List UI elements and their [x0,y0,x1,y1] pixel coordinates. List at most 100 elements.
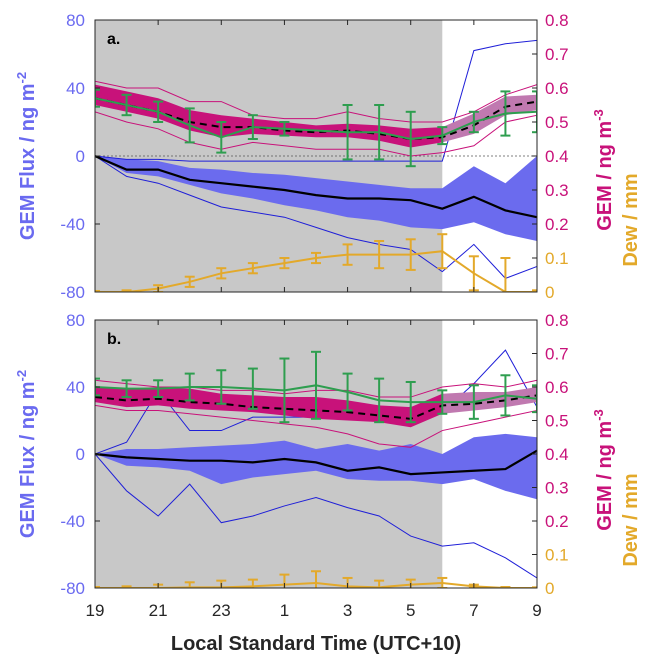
dew-error-bar [216,267,227,280]
right-tick-label: 0.2 [545,512,569,531]
green-error-bar [405,110,416,168]
x-tick-label: 5 [406,601,415,620]
x-tick-label: 7 [469,601,478,620]
left-tick-label: 40 [66,79,85,98]
right-axis-title-gem-text: GEM / ng m [594,121,616,231]
dew-error-bar [121,585,132,588]
dew-error-bar [374,579,385,588]
right-tick-label: 0.3 [545,181,569,200]
flux-max-line [95,39,537,162]
dew-error-bar [184,275,195,288]
left-tick-label: 0 [76,147,85,166]
plot-area [95,320,537,588]
dew-error-bar [374,240,385,270]
x-axis: 19 21 23 1 3 5 7 9 [86,601,542,620]
left-tick-label: 80 [66,11,85,30]
panel-a: -80 -40 0 40 80 0 0.1 0.2 0.3 0.4 0.5 0.6 0.7 0.8 a. GE… [14,11,642,302]
green-error-bar [247,367,258,410]
x-tick-label: 1 [280,601,289,620]
right-axis-title-dew: Dew / mm [620,473,642,566]
green-error-bar [532,384,537,414]
right-axis-title-gem: GEM / ng m-3 [591,109,616,231]
right-tick-label: 0.1 [545,249,569,268]
right-tick-label: 0.4 [545,445,569,464]
right-tick-label: 0 [545,579,554,598]
left-axis-title-text: GEM Flux / ng m [17,381,39,538]
left-axis-title-text: GEM Flux / ng m [17,83,39,240]
right-axis-title-dew: Dew / mm [620,173,642,266]
left-tick-label: 80 [66,311,85,330]
green-error-bar [468,384,479,420]
green-error-bar [95,88,100,108]
right-tick-label: 0.2 [545,215,569,234]
right-axis-title-gem-superscript: -3 [591,409,606,421]
flux-median-line [95,154,537,219]
gem-min-line [95,111,537,157]
right-tick-label: 0.8 [545,11,569,30]
green-mean-line [95,97,537,141]
right-tick-label: 0.6 [545,378,569,397]
green-error-bar [279,121,290,137]
x-axis-title: Local Standard Time (UTC+10) [171,633,461,655]
dew-error-bar [95,289,100,292]
green-error-bar [374,104,385,161]
left-axis-title: GEM Flux / ng m-2 [14,370,39,538]
green-error-bar [311,350,321,420]
green-error-bar [279,357,290,424]
dew-error-bar [279,257,290,270]
x-tick-label: 9 [532,601,541,620]
right-tick-label: 0.5 [545,113,569,132]
right-tick-label: 0.1 [545,546,569,565]
x-tick-label: 19 [86,601,105,620]
dew-error-bar [184,581,195,588]
gem-band-day [442,387,537,414]
right-tick-label: 0.6 [545,79,569,98]
left-axis-title-superscript: -2 [14,72,29,84]
left-tick-label: 0 [76,445,85,464]
left-tick-label: -40 [60,512,85,531]
green-error-bar [500,374,511,417]
dew-error-bar [311,251,321,265]
green-error-bar [405,380,416,424]
green-error-bar [121,93,132,117]
dew-error-bar [500,585,511,588]
green-error-bar [532,90,537,134]
green-error-bar [95,377,100,397]
green-error-bar [437,389,448,415]
right-tick-label: 0.4 [545,147,569,166]
left-axis-title: GEM Flux / ng m-2 [14,72,39,240]
right-tick-label: 0.8 [545,311,569,330]
right-axis-title-gem-text: GEM / ng m [594,421,616,531]
green-error-bar [121,379,132,399]
green-error-bar [342,372,353,412]
dew-error-bar [500,257,511,292]
flux-min-line [95,155,537,279]
green-error-bar [500,90,511,137]
dew-error-bar [532,289,537,292]
green-error-bar [468,110,479,134]
dew-error-bar [121,289,132,292]
left-tick-label: 40 [66,378,85,397]
panel-label: a. [107,31,120,48]
gem-mean-line [95,97,537,141]
green-error-bar [216,121,227,154]
dew-error-bar [95,585,100,588]
left-tick-label: -40 [60,215,85,234]
green-error-bar [216,369,227,405]
dew-error-bar [405,238,416,271]
gem-min-line [95,404,537,448]
dew-error-bar [247,262,258,275]
flux-median-line [95,449,537,476]
right-tick-label: 0 [545,283,554,302]
x-tick-label: 3 [343,601,352,620]
left-tick-label: -80 [60,283,85,302]
flux-interquartile-band [95,156,537,241]
dew-error-bar [342,243,353,266]
green-error-bar [184,372,195,402]
gem-max-line [95,80,537,123]
flux-min-line [95,453,537,579]
x-tick-label: 21 [149,601,168,620]
panel-b: -80 -40 0 40 80 0 0.1 0.2 0.3 0.4 0.5 0.6 0.7 0.8 b. GE… [14,311,642,598]
